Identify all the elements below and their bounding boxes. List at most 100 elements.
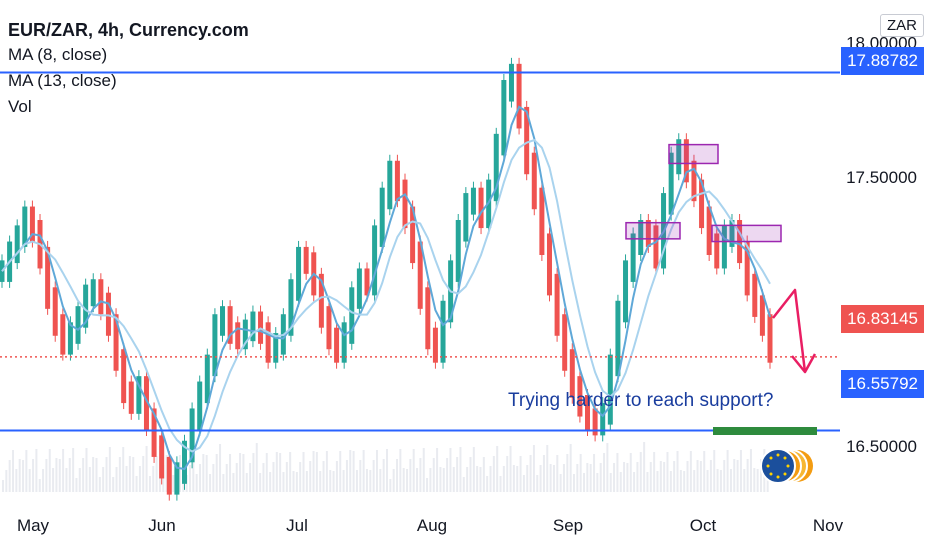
candle-body: [668, 152, 674, 215]
candle-body: [402, 179, 408, 229]
volume-bar: [713, 450, 716, 492]
candle-body: [250, 311, 256, 342]
volume-bar: [62, 449, 65, 492]
volume-bar: [295, 472, 298, 492]
volume-bar: [696, 460, 699, 492]
candle-body: [341, 322, 347, 363]
volume-bar: [105, 457, 108, 492]
candle-body: [166, 456, 172, 495]
x-tick-label: Jul: [286, 516, 308, 535]
candle-body: [546, 233, 552, 296]
volume-bar: [659, 461, 662, 492]
candle-body: [585, 395, 591, 430]
volume-bar: [38, 479, 41, 492]
candle-body: [326, 306, 332, 350]
target-zone: [713, 427, 817, 435]
volume-bar: [355, 470, 358, 492]
candle-body: [706, 206, 712, 255]
volume-bar: [663, 462, 666, 492]
volume-bar: [222, 474, 225, 492]
volume-bar: [92, 457, 95, 492]
candle-body: [501, 80, 507, 156]
volume-bar: [15, 469, 18, 492]
volume-bar: [28, 469, 31, 492]
volume-bar: [676, 451, 679, 492]
volume-bar: [48, 449, 51, 492]
ma-8-legend[interactable]: MA (8, close): [8, 45, 108, 64]
candle-body: [524, 106, 530, 175]
volume-bar: [148, 476, 151, 492]
volume-bar: [569, 444, 572, 492]
volume-bar: [459, 447, 462, 492]
volume-bar: [55, 458, 58, 492]
candle-body: [349, 287, 355, 344]
volume-bar: [332, 471, 335, 492]
volume-bar: [756, 469, 759, 492]
candle-body: [607, 354, 613, 425]
volume-bar: [202, 454, 205, 492]
ma-13-legend[interactable]: MA (13, close): [8, 71, 117, 90]
candle-body: [683, 139, 689, 183]
moving-average-lines: [1, 105, 771, 471]
volume-bar: [479, 467, 482, 492]
annotation-boxes: [625, 143, 782, 243]
volume-bar: [539, 465, 542, 492]
volume-bar: [102, 467, 105, 492]
volume-bar: [552, 465, 555, 492]
candle-body: [265, 322, 271, 363]
volume-bar: [482, 457, 485, 492]
candle-body: [508, 63, 514, 102]
volume-bar: [205, 455, 208, 492]
volume-bar: [215, 454, 218, 492]
price-candles: [0, 57, 773, 501]
volume-bar: [419, 458, 422, 492]
volume-bar: [192, 455, 195, 492]
volume-bar: [626, 463, 629, 492]
volume-bar: [345, 460, 348, 492]
volume-bar: [279, 453, 282, 492]
volume-legend[interactable]: Vol: [8, 97, 32, 116]
volume-bar: [436, 448, 439, 492]
volume-bar: [135, 476, 138, 492]
volume-bar: [446, 458, 449, 492]
volume-bar: [2, 480, 4, 492]
forecast-arrow-head: [791, 353, 817, 374]
volume-bar: [606, 443, 609, 492]
volume-bar: [673, 461, 676, 492]
volume-bar: [669, 471, 672, 492]
volume-bar: [65, 468, 68, 492]
candle-body: [334, 327, 340, 363]
pattern-box: [711, 224, 782, 243]
volume-bar: [426, 478, 429, 492]
candle-body: [220, 306, 226, 336]
volume-bar: [693, 470, 696, 492]
volume-bar: [719, 470, 722, 492]
volume-bar: [743, 469, 746, 492]
volume-bar: [315, 452, 318, 492]
volume-bar: [72, 448, 75, 492]
volume-bar: [272, 462, 275, 492]
candle-body: [29, 206, 35, 242]
candle-body: [235, 322, 241, 350]
candle-body: [227, 306, 233, 344]
volume-bar: [255, 443, 258, 492]
volume-bar: [145, 446, 148, 492]
volume-bar: [526, 465, 529, 492]
volume-bar: [42, 469, 45, 492]
volume-bar: [289, 452, 292, 492]
volume-bar: [369, 470, 372, 492]
volume-bar: [302, 452, 305, 492]
volume-bar: [235, 463, 238, 492]
x-tick-label: Nov: [813, 516, 844, 535]
volume-bar: [95, 458, 98, 492]
candle-body: [113, 314, 119, 371]
volume-bar: [122, 447, 125, 492]
volume-bar: [589, 464, 592, 492]
currency-badge[interactable]: ZAR: [880, 14, 924, 37]
volume-bar: [516, 466, 519, 492]
volume-bar: [452, 467, 455, 492]
candle-body: [189, 408, 195, 463]
volume-bar: [45, 459, 48, 492]
volume-bar: [686, 461, 689, 492]
